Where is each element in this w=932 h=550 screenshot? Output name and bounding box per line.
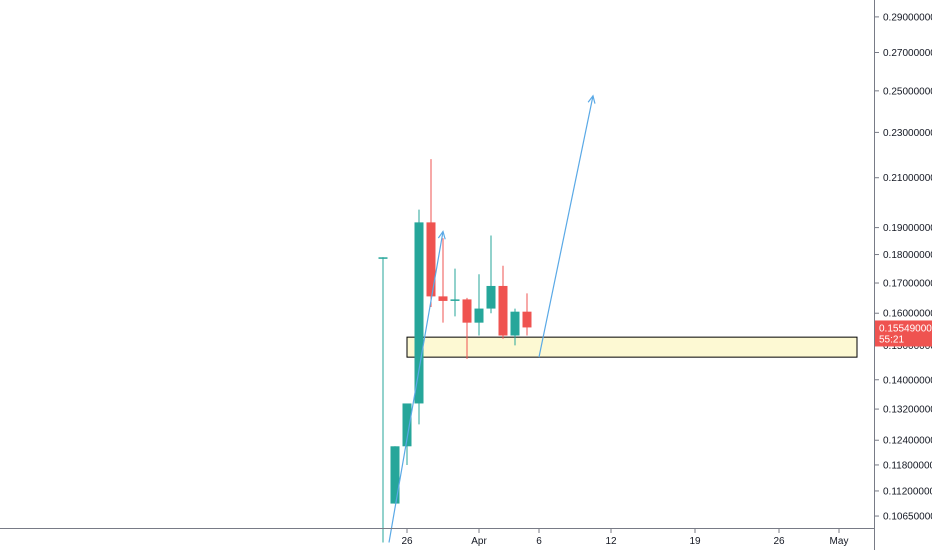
x-tick-label: 26 (401, 536, 413, 547)
y-tick-label: 0.29000000 (883, 12, 932, 23)
y-tick-label: 0.23000000 (883, 128, 932, 139)
candle[interactable] (486, 235, 496, 314)
y-tick-label: 0.10650000 (883, 512, 932, 523)
y-tick-label: 0.21000000 (883, 173, 932, 184)
candle[interactable] (498, 265, 508, 339)
y-tick-label: 0.25000000 (883, 86, 932, 97)
y-tick-label: 0.27000000 (883, 48, 932, 59)
candle-body (438, 296, 448, 301)
y-tick-label: 0.11800000 (883, 460, 932, 471)
y-tick-label: 0.14000000 (883, 375, 932, 386)
candle[interactable] (402, 403, 412, 465)
trend-arrow-line (538, 95, 594, 358)
candle[interactable] (426, 159, 436, 308)
candle-countdown-label: 55:21 (879, 334, 904, 345)
candle-body (414, 222, 424, 404)
candle[interactable] (462, 297, 472, 359)
candle[interactable] (438, 238, 448, 323)
x-tick-label: May (830, 536, 849, 547)
trend-arrow[interactable] (388, 230, 446, 543)
candle-body (462, 299, 472, 323)
candle[interactable] (474, 274, 484, 336)
candle[interactable] (510, 308, 520, 346)
trend-arrows-layer (388, 94, 596, 543)
candle-body (522, 311, 532, 328)
candle-body (390, 446, 400, 504)
candle-body (402, 403, 412, 447)
x-tick-label: 12 (605, 536, 617, 547)
y-tick-label: 0.12400000 (883, 436, 932, 447)
y-tick-label: 0.11200000 (883, 486, 932, 497)
candle-body (378, 257, 388, 259)
candle-body (474, 308, 484, 323)
x-tick-label: 26 (773, 536, 785, 547)
candle-body (486, 285, 496, 309)
candle-body (426, 222, 436, 297)
candle-body (510, 311, 520, 336)
candle-body (498, 285, 508, 336)
x-tick-label: 19 (689, 536, 701, 547)
time-axis[interactable]: 26 Apr 6 12 19 26 May (401, 528, 848, 547)
trend-arrow[interactable] (538, 94, 596, 358)
price-axis[interactable]: 0.29000000 0.27000000 0.25000000 0.23000000… (874, 12, 932, 523)
support-zone-rect[interactable] (406, 336, 858, 358)
y-tick-label: 0.19000000 (883, 223, 932, 234)
candles-layer (378, 159, 532, 543)
candle[interactable] (450, 268, 460, 317)
x-tick-label: Apr (471, 536, 487, 547)
candle[interactable] (378, 257, 388, 543)
x-tick-label: 6 (536, 536, 542, 547)
trend-arrow-line (388, 231, 444, 543)
trend-arrow-head (587, 94, 596, 104)
y-tick-label: 0.17000000 (883, 279, 932, 290)
price-tag-box (875, 320, 932, 347)
candle-body (450, 299, 460, 301)
y-tick-label: 0.13200000 (883, 405, 932, 416)
y-tick-label: 0.18000000 (883, 250, 932, 261)
y-tick-label: 0.16000000 (883, 309, 932, 320)
current-price-label: 0.15549000 (879, 323, 932, 334)
candle[interactable] (522, 293, 532, 336)
candle[interactable] (390, 446, 400, 504)
trend-arrow-head (437, 230, 446, 240)
candle[interactable] (414, 209, 424, 425)
support-zone-layer (406, 336, 858, 358)
